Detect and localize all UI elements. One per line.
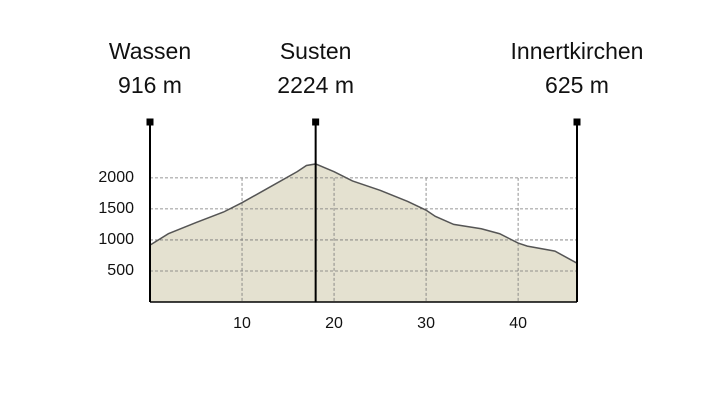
marker-cap [146, 118, 154, 126]
x-tick-label: 20 [325, 315, 343, 332]
y-tick-label: 2000 [98, 169, 134, 186]
y-tick-label: 1500 [98, 200, 134, 217]
y-tick-label: 1000 [98, 231, 134, 248]
marker-elevation: 916 m [118, 72, 182, 98]
marker-name: Innertkirchen [511, 38, 644, 64]
marker-elevation: 625 m [545, 72, 609, 98]
area-fill [150, 163, 577, 302]
profile-line [149, 163, 578, 264]
marker-elevation: 2224 m [277, 72, 354, 98]
x-tick-label: 40 [509, 315, 527, 332]
marker-name: Wassen [109, 38, 191, 64]
marker-name: Susten [280, 38, 352, 64]
x-tick-label: 10 [233, 315, 251, 332]
y-tick-label: 500 [107, 262, 134, 279]
marker-cap [312, 118, 320, 126]
x-tick-label: 30 [417, 315, 435, 332]
marker-cap [573, 118, 581, 126]
